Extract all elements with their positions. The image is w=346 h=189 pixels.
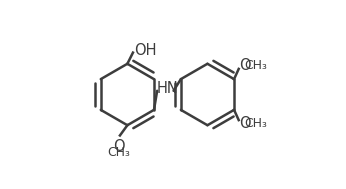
Text: O: O xyxy=(113,139,125,154)
Text: HN: HN xyxy=(156,81,178,96)
Text: CH₃: CH₃ xyxy=(108,146,130,159)
Text: O: O xyxy=(239,116,251,131)
Text: CH₃: CH₃ xyxy=(244,59,267,72)
Text: OH: OH xyxy=(134,43,156,58)
Text: CH₃: CH₃ xyxy=(244,117,267,130)
Text: O: O xyxy=(239,58,251,73)
